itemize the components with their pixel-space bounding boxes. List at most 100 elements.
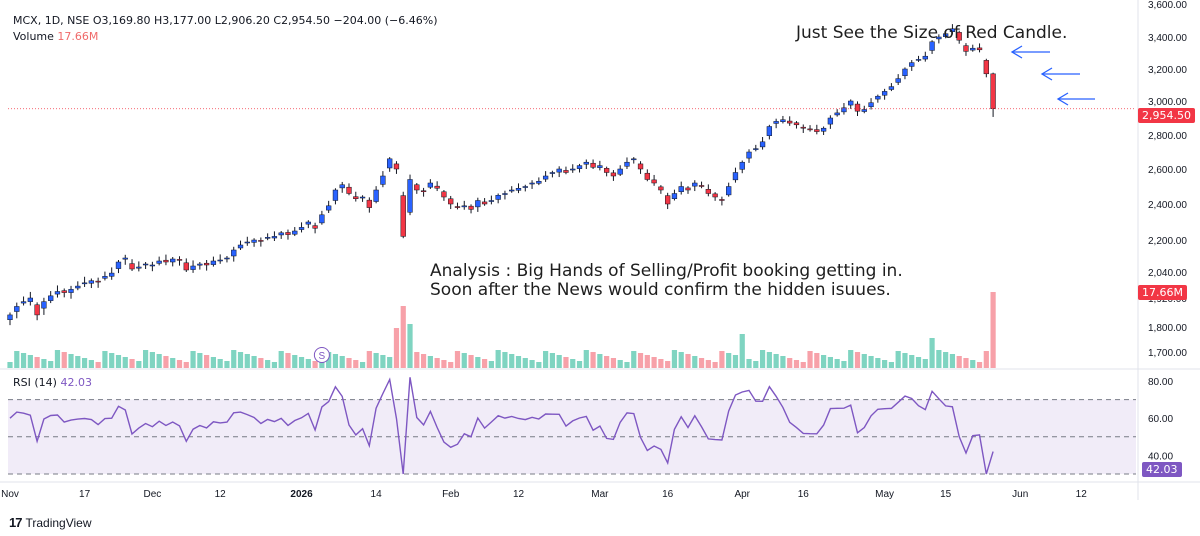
volume-bar: [834, 359, 840, 368]
candle-body: [156, 260, 162, 264]
volume-bar: [888, 362, 894, 368]
volume-value: 17.66M: [57, 30, 99, 43]
volume-bar: [68, 354, 74, 368]
candle-body: [454, 206, 461, 208]
candle-body: [170, 258, 176, 263]
candle-body: [780, 119, 786, 122]
high-value: 3,177.00: [162, 14, 212, 27]
volume-bar: [787, 358, 793, 368]
candle-body: [773, 121, 779, 124]
candle-body: [746, 151, 752, 159]
volume-bar: [827, 357, 833, 368]
candle-body: [753, 148, 759, 150]
time-tick-label: Dec: [143, 489, 161, 500]
rsi-value: 42.03: [60, 376, 92, 389]
candle-body: [298, 227, 305, 230]
volume-bar: [922, 359, 928, 368]
candle-body: [963, 45, 969, 52]
candle-body: [387, 158, 393, 169]
volume-bar: [698, 358, 705, 368]
volume-bar: [380, 355, 386, 368]
volume-bar: [983, 351, 989, 368]
candle-body: [81, 282, 88, 285]
candle-body: [400, 195, 406, 237]
volume-bar: [705, 360, 711, 368]
volume-bar: [895, 351, 901, 368]
low-label: L: [214, 14, 221, 27]
candle-body: [475, 200, 481, 208]
candle-body: [820, 127, 827, 132]
volume-bar: [271, 362, 278, 368]
candle-body: [136, 266, 142, 269]
volume-bar: [482, 359, 488, 368]
price-tag: 2,954.50: [1138, 108, 1195, 123]
time-tick-label: Nov: [1, 489, 19, 500]
volume-bar: [75, 356, 81, 368]
candle-body: [597, 165, 603, 168]
candle-body: [122, 257, 128, 260]
volume-bar: [102, 351, 108, 368]
volume-bar: [671, 350, 678, 368]
volume-bar: [637, 353, 644, 368]
volume-bar: [576, 361, 583, 368]
volume-bar: [176, 360, 183, 368]
candle-body: [407, 179, 413, 213]
volume-bar: [61, 352, 67, 368]
volume-bar: [739, 334, 745, 368]
volume-bar: [441, 360, 447, 368]
volume-bar: [210, 357, 216, 368]
annotation-analysis[interactable]: Analysis : Big Hands of Selling/Profit b…: [430, 262, 903, 300]
candle-body: [909, 62, 915, 67]
volume-bar: [339, 356, 345, 368]
candle-body: [61, 290, 67, 293]
volume-bar: [678, 352, 684, 368]
volume-legend[interactable]: Volume 17.66M: [13, 30, 98, 43]
volume-bar: [943, 352, 949, 368]
rsi-tick-label: 40.00: [1148, 451, 1173, 462]
volume-bar: [719, 351, 725, 368]
volume-bar: [217, 359, 223, 368]
change-value: −204.00 (−6.46%): [333, 14, 438, 27]
volume-tag: 17.66M: [1138, 285, 1187, 300]
volume-bar: [461, 353, 467, 368]
candle-body: [264, 237, 271, 239]
volume-bar: [651, 357, 657, 368]
event-marker-icon: [313, 347, 330, 363]
candle-body: [583, 161, 589, 165]
rsi-tick-label: 80.00: [1148, 377, 1173, 388]
time-tick-label: 16: [662, 489, 674, 500]
volume-bar: [353, 360, 359, 368]
volume-bar: [163, 356, 169, 368]
volume-bar: [814, 353, 820, 368]
candle-body: [353, 196, 359, 199]
time-tick-label: 12: [1076, 489, 1088, 500]
volume-bar: [963, 358, 969, 368]
volume-bar: [292, 355, 298, 368]
volume-bar: [285, 353, 291, 368]
candle-body: [902, 68, 908, 76]
annotation-arrow-head-icon: [1010, 45, 1023, 59]
volume-bar: [488, 361, 494, 368]
open-value: 3,169.80: [101, 14, 151, 27]
volume-bar: [841, 361, 847, 368]
rsi-legend[interactable]: RSI (14) 42.03: [13, 376, 92, 389]
volume-bar: [902, 353, 908, 368]
time-tick-label: 12: [215, 489, 227, 500]
volume-bar: [610, 358, 617, 368]
volume-bar: [143, 350, 149, 368]
annotation-top[interactable]: Just See the Size of Red Candle.: [796, 23, 1068, 43]
volume-bar: [366, 351, 372, 368]
volume-bar: [88, 360, 94, 368]
price-tick-label: 1,800.00: [1148, 323, 1187, 334]
candle-body: [326, 205, 332, 211]
volume-bar: [400, 306, 406, 368]
tradingview-logo[interactable]: 17 TradingView: [9, 515, 92, 530]
candle-body: [75, 285, 81, 289]
candle-body: [115, 261, 122, 269]
candle-body: [522, 186, 528, 188]
volume-bar: [800, 362, 806, 368]
volume-bar: [373, 353, 379, 368]
high-label: H: [153, 14, 163, 27]
volume-bar: [617, 360, 623, 368]
